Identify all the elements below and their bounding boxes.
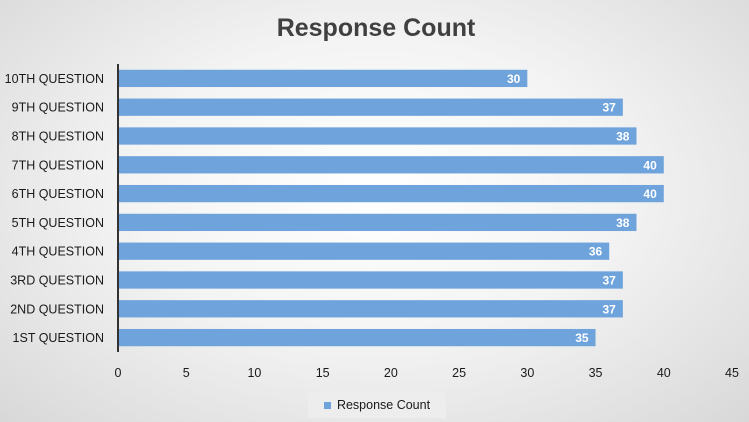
x-tick-label: 15 [316,366,330,380]
data-label: 35 [575,331,589,345]
x-tick-label: 10 [247,366,261,380]
x-tick-label: 40 [657,366,671,380]
category-label: 1ST QUESTION [13,331,104,345]
x-tick-label: 20 [384,366,398,380]
bar-10 [118,69,528,88]
bar-3 [118,271,623,289]
bar-1 [118,328,596,347]
data-label: 37 [602,274,616,288]
bar-5 [118,213,637,232]
data-label: 37 [602,302,616,316]
x-axis-ticks: 0 5 10 15 20 25 30 35 40 45 [115,366,739,380]
x-tick-label: 30 [520,366,534,380]
category-label: 6TH QUESTION [12,187,104,201]
data-label: 30 [507,72,521,86]
bars-group: 35 37 37 36 38 40 40 38 37 30 [118,69,664,347]
data-label: 40 [643,158,657,172]
x-tick-label: 25 [452,366,466,380]
data-label: 38 [616,130,630,144]
legend-swatch [323,401,331,409]
category-label: 4TH QUESTION [12,245,104,259]
chart-title: Response Count [277,14,476,42]
bar-9 [118,98,623,116]
category-label: 5TH QUESTION [12,216,104,230]
legend-label: Response Count [336,398,431,412]
bar-8 [118,127,637,145]
category-label: 9TH QUESTION [12,101,104,115]
data-label: 38 [616,216,630,230]
bar-6 [118,184,664,203]
x-tick-label: 0 [115,366,122,380]
category-label: 8TH QUESTION [12,130,104,144]
bar-4 [118,242,610,260]
category-label: 3RD QUESTION [10,274,104,288]
category-label: 2ND QUESTION [10,302,104,316]
category-label: 7TH QUESTION [12,158,104,172]
bar-2 [118,300,623,318]
legend: Response Count [308,392,446,418]
x-tick-label: 35 [589,366,603,380]
x-tick-label: 5 [183,366,190,380]
data-label: 37 [602,101,616,115]
x-tick-label: 45 [725,366,739,380]
data-label: 36 [589,245,603,259]
bar-7 [118,156,664,174]
category-labels: 1ST QUESTION 2ND QUESTION 3RD QUESTION 4TH … [5,72,104,345]
data-label: 40 [643,187,657,201]
category-label: 10TH QUESTION [5,72,104,86]
